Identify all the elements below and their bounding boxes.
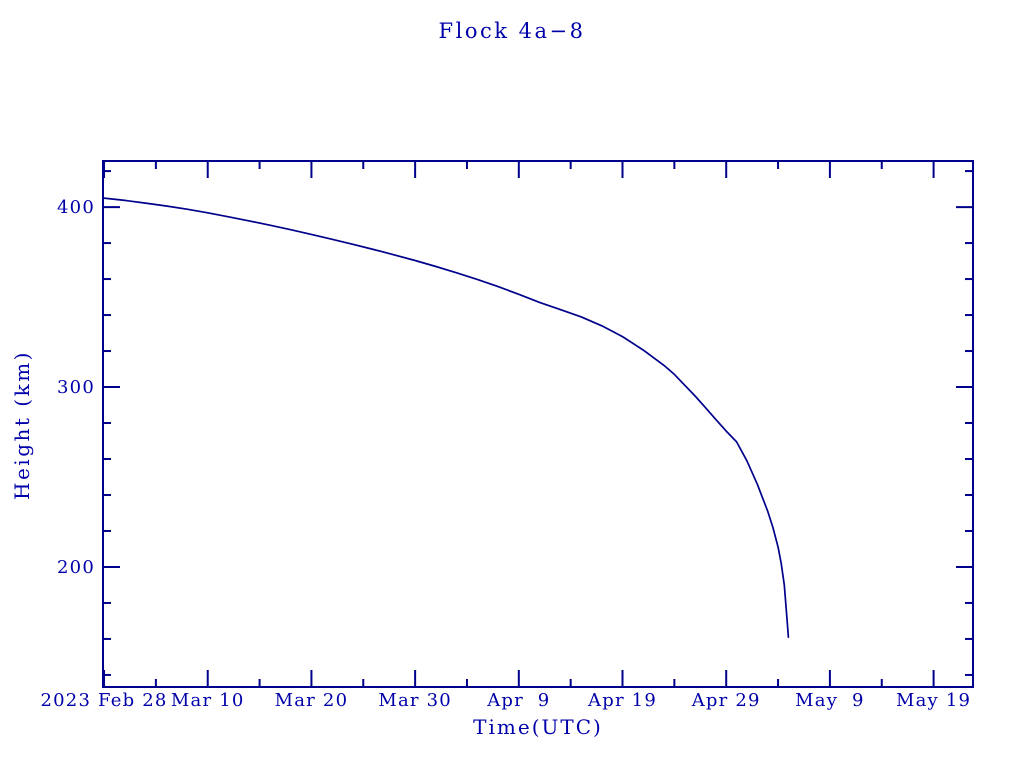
y-tick-label: 200 bbox=[57, 557, 95, 578]
x-tick-label: Mar 10 bbox=[171, 690, 245, 711]
axis-tick-labels: 2023 Feb 28 Mar 10 Mar 20 Mar 30 Apr 9 Apr 19… bbox=[41, 197, 971, 711]
axis-ticks bbox=[103, 161, 973, 687]
x-tick-label: Apr 19 bbox=[587, 690, 657, 711]
x-tick-label: Mar 20 bbox=[275, 690, 349, 711]
x-tick-label: May 9 bbox=[795, 690, 864, 711]
x-tick-label: Apr 9 bbox=[486, 690, 550, 711]
x-tick-label: Apr 29 bbox=[691, 690, 761, 711]
x-axis-title: Time(UTC) bbox=[473, 715, 603, 739]
x-tick-label: Mar 30 bbox=[378, 690, 452, 711]
x-tick-label: May 19 bbox=[896, 690, 971, 711]
y-tick-label: 300 bbox=[57, 377, 95, 398]
plot-frame bbox=[102, 160, 974, 688]
x-tick-label: 2023 Feb 28 bbox=[41, 690, 168, 711]
decay-curve bbox=[103, 197, 790, 639]
y-tick-label: 400 bbox=[57, 197, 95, 218]
chart-title: Flock 4a−8 bbox=[438, 19, 586, 43]
